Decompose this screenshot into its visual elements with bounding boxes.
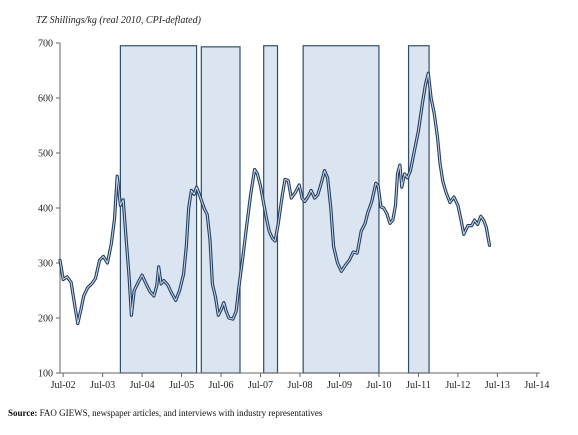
tick-labels: 100 200 300 400 500 600 700 Jul-02 Jul-03 Jul-04 J… — [38, 39, 549, 392]
source-text: FAO GIEWS, newspaper articles, and inter… — [37, 408, 323, 418]
x-tick-label: Jul-05 — [169, 380, 194, 391]
y-tick-label: 500 — [38, 149, 53, 160]
x-tick-label: Jul-03 — [90, 380, 115, 391]
x-tick-label: Jul-14 — [524, 380, 549, 391]
axes — [56, 42, 540, 377]
x-tick-label: Jul-11 — [406, 380, 431, 391]
y-tick-label: 300 — [38, 259, 53, 270]
x-tick-label: Jul-07 — [248, 380, 273, 391]
y-tick-label: 600 — [38, 94, 53, 105]
source-note: Source: FAO GIEWS, newspaper articles, a… — [8, 408, 322, 418]
y-tick-label: 400 — [38, 204, 53, 215]
y-tick-label: 200 — [38, 314, 53, 325]
shaded-period-2 — [200, 46, 241, 374]
price-series-line-highlight — [59, 72, 490, 324]
x-tick-label: Jul-10 — [366, 380, 391, 391]
shaded-periods — [119, 45, 430, 374]
x-tick-label: Jul-09 — [327, 380, 352, 391]
y-tick-label: 700 — [38, 39, 53, 50]
x-tick-label: Jul-04 — [130, 380, 155, 391]
x-tick-label: Jul-12 — [445, 380, 470, 391]
x-tick-label: Jul-06 — [209, 380, 234, 391]
series-lines — [58, 71, 492, 326]
x-tick-label: Jul-13 — [485, 380, 510, 391]
y-tick-label: 100 — [38, 369, 53, 380]
shaded-period-4 — [302, 45, 380, 374]
shaded-period-1 — [119, 45, 198, 374]
shaded-period-5 — [407, 45, 430, 374]
x-tick-label: Jul-08 — [288, 380, 313, 391]
y-axis-label: TZ Shillings/kg (real 2010, CPI-deflated… — [36, 15, 201, 26]
x-tick-label: Jul-02 — [51, 380, 76, 391]
source-label: Source: — [8, 408, 38, 418]
